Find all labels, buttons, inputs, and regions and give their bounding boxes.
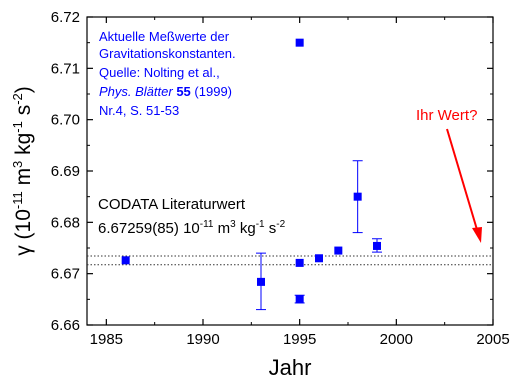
y-tick-label: 6.69	[51, 163, 80, 180]
data-point	[334, 246, 343, 255]
axis-ticks	[87, 16, 494, 326]
y-tick-label: 6.70	[51, 112, 80, 129]
plot-frame	[86, 16, 494, 326]
svg-text:Gravitationskonstanten.: Gravitationskonstanten.	[99, 46, 236, 61]
tick-labels: 1985 1990 1995 2000 2005 6.66 6.67 6.68 6.69 6.70…	[51, 9, 510, 348]
x-tick-label: 2005	[476, 331, 509, 348]
x-tick-label: 1990	[186, 331, 219, 348]
x-tick-label: 1985	[90, 331, 123, 348]
data-point	[295, 295, 304, 304]
svg-text:Nr.4, S. 51-53: Nr.4, S. 51-53	[99, 103, 179, 118]
data-point	[373, 241, 381, 250]
svg-text:6.67259(85) 10-11 m3 kg-1 s-2: 6.67259(85) 10-11 m3 kg-1 s-2	[98, 219, 286, 237]
svg-text:Quelle: Nolting et al.,: Quelle: Nolting et al.,	[99, 65, 220, 80]
y-tick-label: 6.68	[51, 214, 80, 231]
data-point	[295, 258, 304, 267]
x-tick-label: 1995	[283, 331, 316, 348]
data-point	[257, 277, 265, 286]
x-axis-label: Jahr	[269, 355, 312, 380]
red-arrow	[446, 128, 482, 243]
svg-text:CODATA Literaturwert: CODATA Literaturwert	[98, 196, 246, 213]
data-point	[353, 192, 362, 201]
svg-text:Phys. Blätter 55 (1999): Phys. Blätter 55 (1999)	[99, 84, 232, 99]
question-annotation: Ihr Wert?	[416, 107, 477, 124]
data-points	[121, 38, 381, 304]
data-point	[121, 256, 130, 265]
source-annotation: Aktuelle Meßwerte der Gravitationskonsta…	[99, 29, 236, 118]
data-point	[315, 254, 323, 263]
y-tick-label: 6.67	[51, 266, 80, 283]
x-tick-label: 2000	[380, 331, 413, 348]
codata-annotation: CODATA Literaturwert 6.67259(85) 10-11 m…	[98, 196, 286, 237]
data-point	[295, 38, 304, 47]
y-axis-label: γ (10-11 m3 kg-1 s-2)	[10, 86, 35, 256]
y-tick-label: 6.72	[51, 9, 80, 26]
codata-reference-band	[87, 255, 493, 266]
svg-text:Aktuelle Meßwerte der: Aktuelle Meßwerte der	[99, 29, 230, 44]
y-tick-label: 6.71	[51, 60, 80, 77]
y-tick-label: 6.66	[51, 317, 80, 334]
